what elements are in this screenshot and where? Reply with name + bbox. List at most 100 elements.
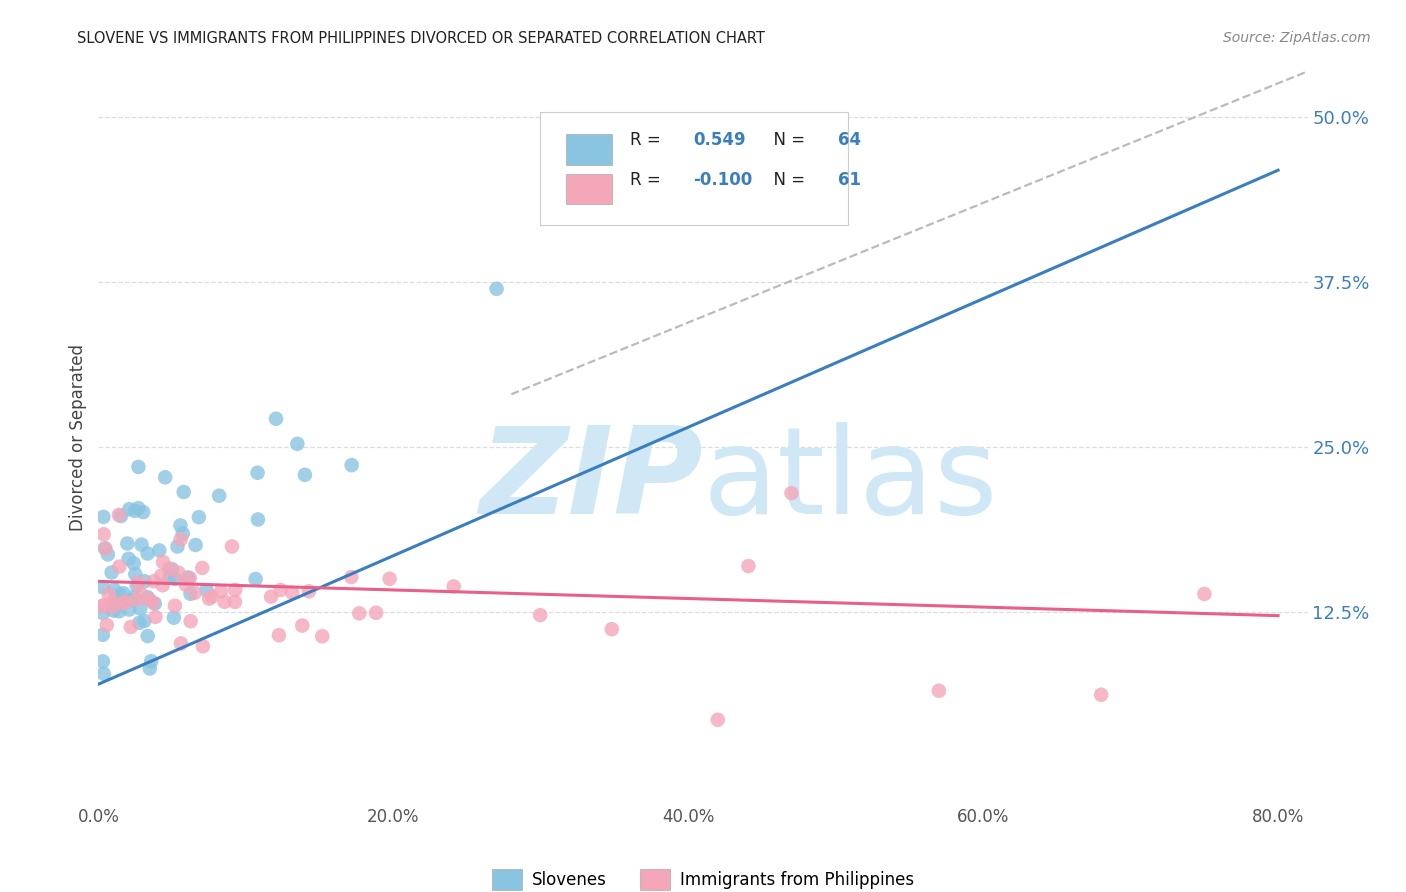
Point xyxy=(118,602,141,616)
Point xyxy=(180,587,202,601)
Text: SLOVENE VS IMMIGRANTS FROM PHILIPPINES DIVORCED OR SEPARATED CORRELATION CHART: SLOVENE VS IMMIGRANTS FROM PHILIPPINES D… xyxy=(77,31,765,46)
Text: R =: R = xyxy=(630,171,666,189)
Point xyxy=(177,570,200,584)
Point xyxy=(138,661,160,675)
Text: ZIP: ZIP xyxy=(479,423,703,540)
Point xyxy=(122,591,145,605)
Point xyxy=(150,568,173,582)
Point xyxy=(157,562,180,576)
Point xyxy=(108,587,131,601)
Point xyxy=(169,518,191,533)
Point xyxy=(134,574,156,589)
Point xyxy=(208,489,231,503)
Point xyxy=(201,590,224,604)
Point xyxy=(124,567,146,582)
Text: 64: 64 xyxy=(838,131,862,149)
Point xyxy=(97,548,120,562)
Point xyxy=(108,508,131,522)
Point xyxy=(122,557,145,571)
Point xyxy=(131,538,153,552)
Point xyxy=(153,470,176,484)
Point xyxy=(378,572,401,586)
Point xyxy=(152,555,174,569)
Point xyxy=(91,580,114,594)
Point xyxy=(125,592,148,607)
Point xyxy=(152,578,174,592)
Point xyxy=(209,584,232,599)
Point xyxy=(120,593,142,607)
Point xyxy=(179,571,201,585)
Point xyxy=(291,618,314,632)
Point xyxy=(136,591,159,605)
FancyBboxPatch shape xyxy=(567,135,613,165)
Point xyxy=(245,572,267,586)
Point xyxy=(103,582,125,597)
Point xyxy=(260,590,283,604)
Legend: Slovenes, Immigrants from Philippines: Slovenes, Immigrants from Philippines xyxy=(485,863,921,892)
Point xyxy=(110,508,132,523)
Point xyxy=(340,458,363,472)
FancyBboxPatch shape xyxy=(540,112,848,225)
Point xyxy=(184,586,207,600)
Point xyxy=(94,541,117,556)
Point xyxy=(96,618,118,632)
Point xyxy=(163,572,186,586)
Point xyxy=(112,586,135,600)
Text: atlas: atlas xyxy=(703,423,998,540)
Point xyxy=(108,559,131,574)
Point xyxy=(141,654,163,668)
Point xyxy=(132,505,155,519)
Point xyxy=(127,575,149,590)
Text: 61: 61 xyxy=(838,171,862,189)
Point xyxy=(270,582,292,597)
Point xyxy=(281,586,304,600)
Point xyxy=(129,586,152,600)
Point xyxy=(138,592,160,607)
Point xyxy=(246,512,269,526)
Point xyxy=(159,571,181,585)
Point xyxy=(128,615,150,630)
Point xyxy=(97,587,120,601)
Point xyxy=(120,620,142,634)
Point xyxy=(145,610,167,624)
Point xyxy=(340,570,363,584)
Point xyxy=(195,583,218,598)
Point xyxy=(127,459,149,474)
Point xyxy=(100,566,122,580)
Point xyxy=(142,595,165,609)
Point xyxy=(93,598,115,612)
Point xyxy=(294,467,316,482)
Text: 0.549: 0.549 xyxy=(693,131,747,149)
Point xyxy=(224,582,246,597)
Point xyxy=(93,527,115,541)
Point xyxy=(221,540,243,554)
Point xyxy=(117,551,139,566)
Point xyxy=(117,536,139,550)
Point xyxy=(173,485,195,500)
Point xyxy=(191,640,214,654)
Point xyxy=(136,547,159,561)
Point xyxy=(267,628,290,642)
Point xyxy=(114,595,136,609)
Point xyxy=(349,607,371,621)
Point xyxy=(118,502,141,516)
Point xyxy=(529,608,551,623)
Point xyxy=(104,597,127,611)
Point xyxy=(163,610,186,624)
Point xyxy=(191,561,214,575)
Point xyxy=(91,599,114,613)
Point xyxy=(287,437,309,451)
Point xyxy=(160,562,183,576)
Point xyxy=(780,486,803,500)
Point xyxy=(108,604,131,618)
Point xyxy=(91,654,114,668)
Text: N =: N = xyxy=(763,131,811,149)
Y-axis label: Divorced or Separated: Divorced or Separated xyxy=(69,343,87,531)
Point xyxy=(169,533,191,547)
Point xyxy=(136,629,159,643)
Point xyxy=(1194,587,1216,601)
Point xyxy=(737,559,759,574)
Point xyxy=(364,606,387,620)
Point xyxy=(91,606,114,620)
Point xyxy=(706,713,728,727)
